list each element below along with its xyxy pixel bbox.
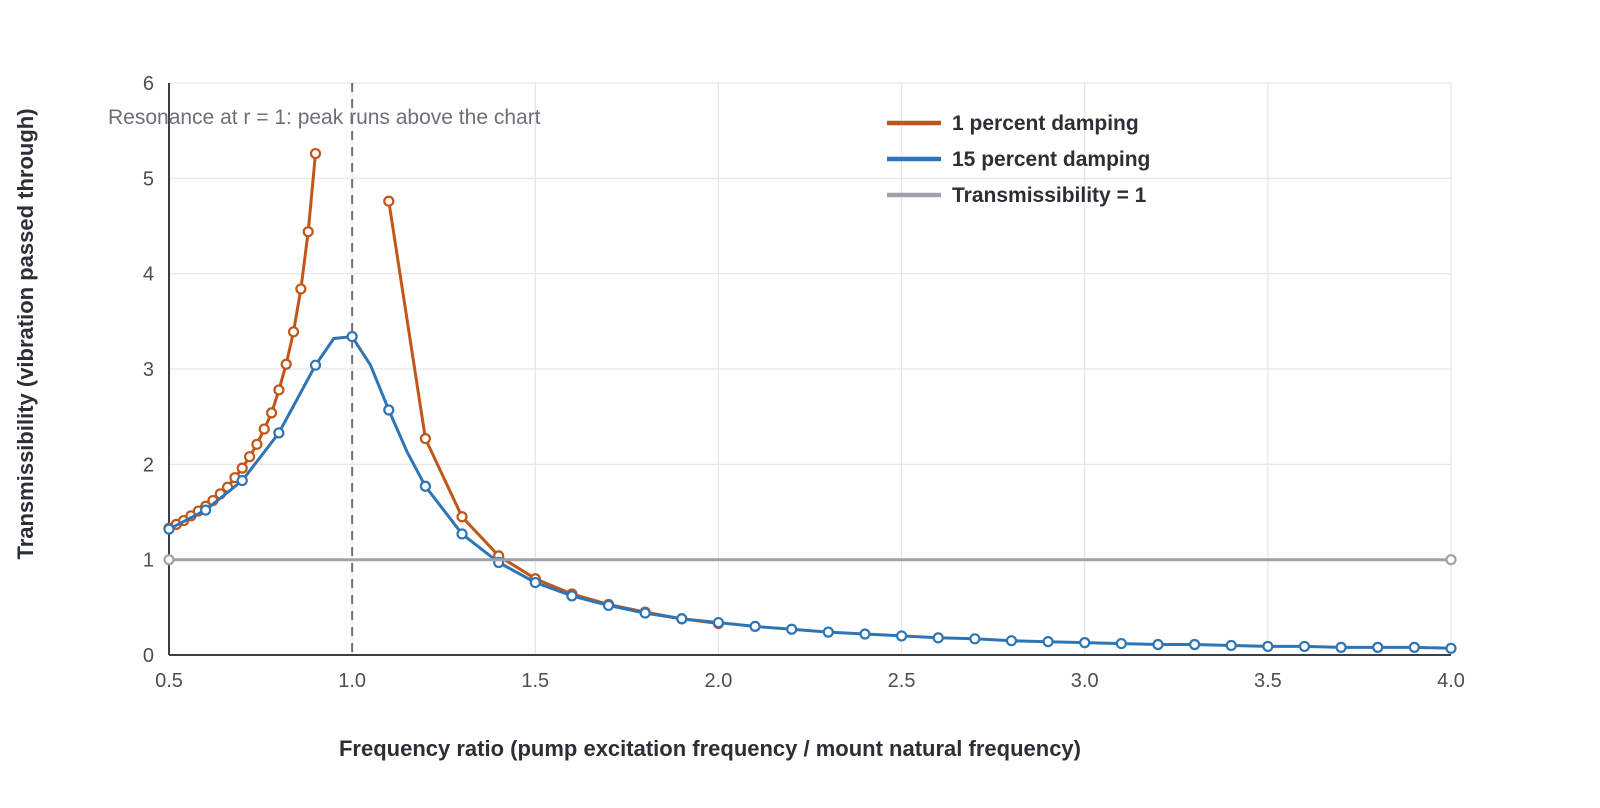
legend: 1 percent damping 15 percent damping Trans… [887,112,1150,207]
data-point [280,358,292,370]
data-point [822,626,834,638]
data-point [302,226,314,238]
x-tick-label: 1.5 [521,670,549,692]
data-point [273,384,285,396]
data-point [265,407,278,419]
data-point [1372,641,1384,653]
data-point [1262,640,1274,653]
y-axis-title: Transmissibility (vibration passed throu… [13,108,38,559]
data-point [1445,642,1457,654]
y-tick-label: 4 [143,264,154,286]
data-point [1335,641,1347,653]
x-tick-label: 4.0 [1437,670,1465,692]
x-tick-label: 3.0 [1071,670,1099,692]
data-point [1005,635,1018,647]
data-point [1298,640,1311,653]
data-point [383,195,395,207]
legend-item: 15 percent damping [887,148,1150,171]
y-tick-label: 6 [143,73,154,95]
x-tick-label: 1.0 [338,670,366,692]
data-point [251,438,263,450]
legend-label: 15 percent damping [952,148,1150,171]
data-point [1042,636,1054,648]
x-tick-label: 0.5 [155,670,183,692]
tick-labels: 0 1 2 3 4 5 6 0.5 1.0 1.5 2.0 2.5 3.0 3.5 4.0 [143,73,1465,692]
resonance-annotation: Resonance at r = 1: peak runs above the … [108,106,541,129]
data-point [566,590,578,602]
data-point [859,628,871,640]
data-point [749,620,761,633]
data-point [602,599,615,612]
data-point [639,607,651,619]
data-point [258,423,270,435]
data-point [419,480,431,492]
data-point [309,147,322,160]
data-point [932,632,944,644]
series-15-percent-damping [163,330,1457,654]
legend-label: 1 percent damping [952,112,1139,135]
data-point [1079,637,1091,649]
grid [169,82,1452,655]
data-point [346,330,358,343]
x-axis-title: Frequency ratio (pump excitation frequen… [339,736,1081,761]
x-tick-label: 3.5 [1254,670,1282,692]
data-point [383,404,395,416]
y-tick-label: 0 [143,645,154,667]
data-point [273,427,285,439]
data-point [295,283,307,295]
y-tick-label: 3 [143,359,154,381]
data-point [712,616,725,629]
data-point [243,451,256,463]
x-tick-label: 2.5 [888,670,916,692]
data-point [969,633,981,645]
series-layer [163,147,1457,654]
data-point [287,326,300,338]
legend-label: Transmissibility = 1 [952,184,1147,207]
series-line [168,335,1452,650]
data-point [456,528,468,540]
legend-item: Transmissibility = 1 [887,184,1147,207]
y-tick-label: 5 [143,168,154,190]
data-point [419,432,431,445]
data-point [529,576,541,589]
data-point [676,613,688,625]
legend-item: 1 percent damping [887,112,1139,135]
x-tick-label: 2.0 [705,670,733,692]
series-transmissibility-1 [163,554,1457,566]
data-point [1152,638,1164,651]
data-point [786,623,798,635]
data-point [456,511,468,523]
data-point [1115,637,1127,650]
data-point [163,523,175,535]
data-point [1225,639,1237,652]
series-1-percent-damping [163,147,322,534]
data-point [1408,641,1420,653]
series-1-percent-damping [383,195,725,630]
data-point [309,359,322,371]
data-point [1188,638,1201,651]
data-point [895,630,908,642]
data-point [1445,554,1457,566]
data-point [200,504,212,516]
data-point [236,474,248,487]
y-tick-label: 2 [143,454,154,476]
data-point [236,462,248,474]
data-point [163,554,175,566]
y-tick-label: 1 [143,550,154,572]
